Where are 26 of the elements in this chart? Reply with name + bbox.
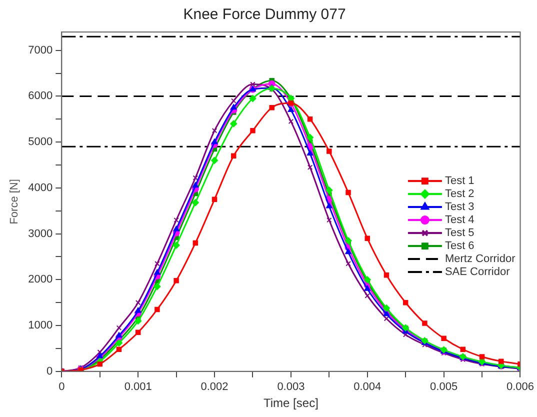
x-tick-label: 0.005 — [430, 381, 458, 394]
legend-label: Mertz Corridor — [444, 253, 516, 266]
x-tick-label: 0.002 — [200, 381, 228, 394]
chart-title: Knee Force Dummy 077 — [183, 6, 346, 24]
x-axis-title: Time [sec] — [264, 396, 318, 410]
legend-label: Test 4 — [444, 214, 474, 226]
x-tick-label: 0.003 — [277, 381, 305, 394]
legend-label: Test 5 — [444, 227, 474, 240]
legend-label: Test 6 — [444, 240, 474, 252]
y-tick-label: 0 — [46, 365, 53, 378]
legend-label: Test 3 — [444, 201, 474, 214]
y-tick-label: 2000 — [28, 274, 53, 286]
legend-label: SAE Corridor — [444, 266, 510, 278]
y-tick-label: 6000 — [28, 90, 53, 102]
legend-label: Test 2 — [444, 188, 474, 200]
y-tick-label: 7000 — [28, 44, 53, 56]
x-tick-label: 0.006 — [506, 381, 534, 394]
y-tick-label: 1000 — [28, 320, 53, 332]
y-tick-label: 3000 — [28, 228, 53, 240]
x-tick-label: 0.004 — [354, 381, 382, 394]
legend-label: Test 1 — [444, 175, 474, 188]
y-tick-label: 4000 — [28, 182, 53, 194]
x-tick-label: 0.001 — [124, 381, 152, 394]
y-axis-title: Force [N] — [8, 179, 21, 224]
y-tick-label: 5000 — [28, 136, 53, 148]
x-tick-label: 0 — [58, 381, 65, 394]
